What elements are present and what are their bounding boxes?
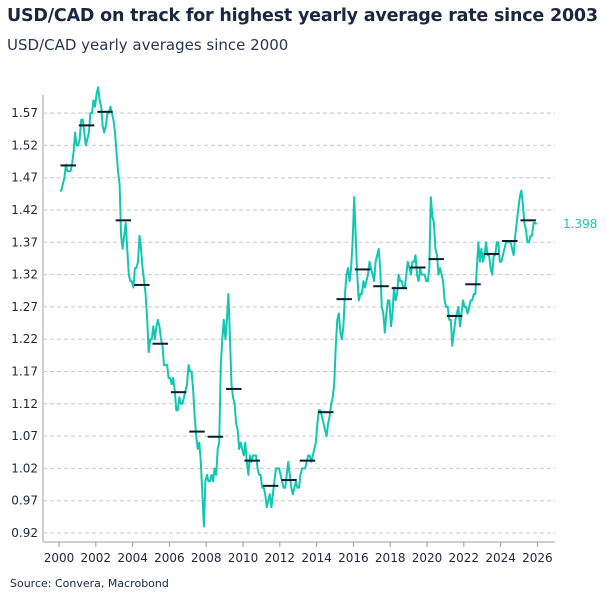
y-tick-label: 1.32 <box>11 268 38 282</box>
x-tick-label: 2010 <box>228 551 259 565</box>
usdcad-rate-line <box>59 86 538 528</box>
chart-subtitle: USD/CAD yearly averages since 2000 <box>7 36 289 54</box>
y-tick-label: 1.27 <box>11 300 38 314</box>
x-tick-label: 2004 <box>117 551 148 565</box>
y-tick-label: 1.12 <box>11 397 38 411</box>
y-tick-label: 1.52 <box>11 138 38 152</box>
y-tick-label: 1.42 <box>11 203 38 217</box>
x-tick-label: 2012 <box>265 551 296 565</box>
y-tick-label: 0.97 <box>11 494 38 508</box>
x-tick-label: 2014 <box>301 551 332 565</box>
y-tick-label: 1.22 <box>11 332 38 346</box>
x-tick-label: 2008 <box>191 551 222 565</box>
x-tick-label: 2018 <box>375 551 406 565</box>
x-tick-label: 2020 <box>412 551 443 565</box>
x-tick-label: 2006 <box>154 551 185 565</box>
x-tick-label: 2000 <box>44 551 75 565</box>
x-tick-label: 2002 <box>81 551 112 565</box>
x-tick-label: 2016 <box>338 551 369 565</box>
last-value-label: 1.398 <box>563 217 597 231</box>
y-tick-label: 1.07 <box>11 429 38 443</box>
y-tick-label: 0.92 <box>11 526 38 540</box>
y-tick-label: 1.37 <box>11 235 38 249</box>
x-tick-label: 2022 <box>449 551 480 565</box>
x-tick-label: 2024 <box>485 551 516 565</box>
chart-title: USD/CAD on track for highest yearly aver… <box>7 6 598 26</box>
source-note: Source: Convera, Macrobond <box>10 577 169 590</box>
y-tick-label: 1.02 <box>11 461 38 475</box>
x-tick-label: 2026 <box>522 551 553 565</box>
y-tick-label: 1.47 <box>11 171 38 185</box>
y-tick-label: 1.57 <box>11 106 38 120</box>
y-tick-label: 1.17 <box>11 365 38 379</box>
